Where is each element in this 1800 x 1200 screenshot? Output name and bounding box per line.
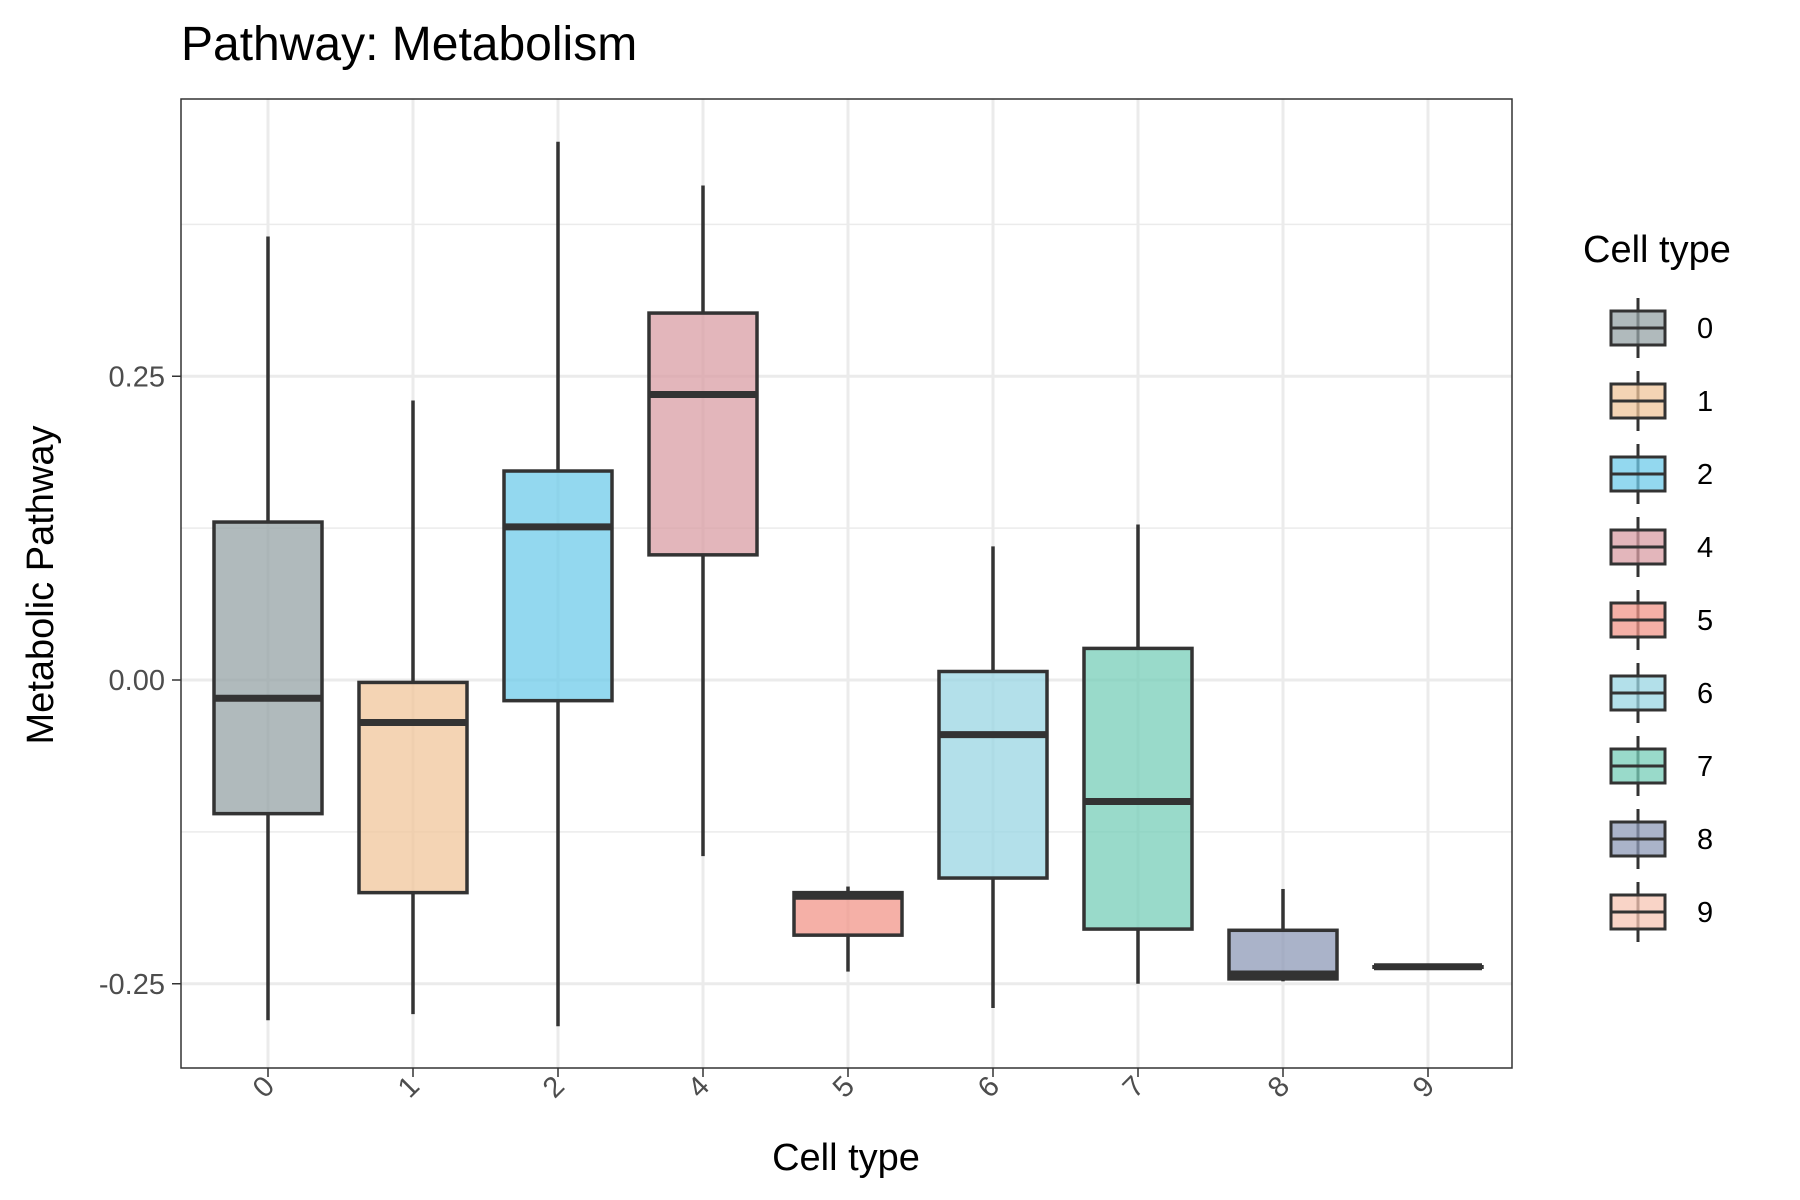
legend-item-8: 8 xyxy=(1609,809,1713,869)
box-cell-type-8 xyxy=(1227,888,1339,982)
x-tick-label: 7 xyxy=(1117,1070,1151,1104)
box-cell-type-7 xyxy=(1082,524,1194,984)
x-tick-label: 9 xyxy=(1407,1070,1441,1104)
box-cell-type-5 xyxy=(792,886,904,972)
y-axis-title: Metabolic Pathway xyxy=(20,426,62,745)
box-cell-type-9 xyxy=(1372,963,1484,971)
legend-label: 1 xyxy=(1697,386,1713,418)
x-axis: 0 1 2 4 5 6 7 8 9 xyxy=(247,1068,1441,1104)
legend-label: 8 xyxy=(1697,824,1713,856)
x-axis-title: Cell type xyxy=(772,1137,920,1179)
legend-label: 9 xyxy=(1697,897,1713,929)
box-cell-type-2 xyxy=(502,141,614,1027)
iqr-box xyxy=(212,520,324,816)
iqr-box xyxy=(357,680,469,895)
y-tick-label: 0.25 xyxy=(109,361,165,393)
legend-label: 2 xyxy=(1697,459,1713,491)
x-tick-label: 4 xyxy=(682,1070,716,1104)
chart-title: Pathway: Metabolism xyxy=(181,18,637,71)
x-tick-label: 0 xyxy=(247,1070,281,1104)
legend-item-2: 2 xyxy=(1609,444,1713,504)
legend-label: 5 xyxy=(1697,605,1713,637)
box-cell-type-4 xyxy=(647,185,759,857)
legend-item-4: 4 xyxy=(1609,517,1713,577)
legend-title: Cell type xyxy=(1583,229,1731,271)
panel-border xyxy=(180,98,1513,1069)
legend-label: 6 xyxy=(1697,678,1713,710)
legend-label: 4 xyxy=(1697,532,1713,564)
box-cell-type-6 xyxy=(937,546,1049,1009)
legend: Cell type 0 1 2 4 5 6 7 8 9 xyxy=(1583,229,1731,942)
legend-label: 7 xyxy=(1697,751,1713,783)
y-tick-label: 0.00 xyxy=(109,665,165,697)
box-cell-type-0 xyxy=(212,236,324,1021)
iqr-box xyxy=(1082,646,1194,931)
legend-label: 0 xyxy=(1697,313,1713,345)
y-axis: -0.25 0.00 0.25 xyxy=(99,361,181,1001)
legend-item-1: 1 xyxy=(1609,371,1713,431)
legend-item-0: 0 xyxy=(1609,298,1713,358)
legend-item-6: 6 xyxy=(1609,663,1713,723)
box-cell-type-1 xyxy=(357,400,469,1015)
x-tick-label: 8 xyxy=(1262,1070,1296,1104)
iqr-box xyxy=(937,669,1049,880)
x-tick-label: 5 xyxy=(827,1070,861,1104)
legend-item-5: 5 xyxy=(1609,590,1713,650)
box-series xyxy=(212,141,1484,1027)
x-tick-label: 6 xyxy=(972,1070,1006,1104)
x-tick-label: 2 xyxy=(537,1070,571,1104)
iqr-box xyxy=(647,311,759,557)
legend-item-7: 7 xyxy=(1609,736,1713,796)
iqr-box xyxy=(502,469,614,703)
y-tick-label: -0.25 xyxy=(99,969,165,1001)
x-tick-label: 1 xyxy=(392,1070,426,1104)
legend-item-9: 9 xyxy=(1609,882,1713,942)
